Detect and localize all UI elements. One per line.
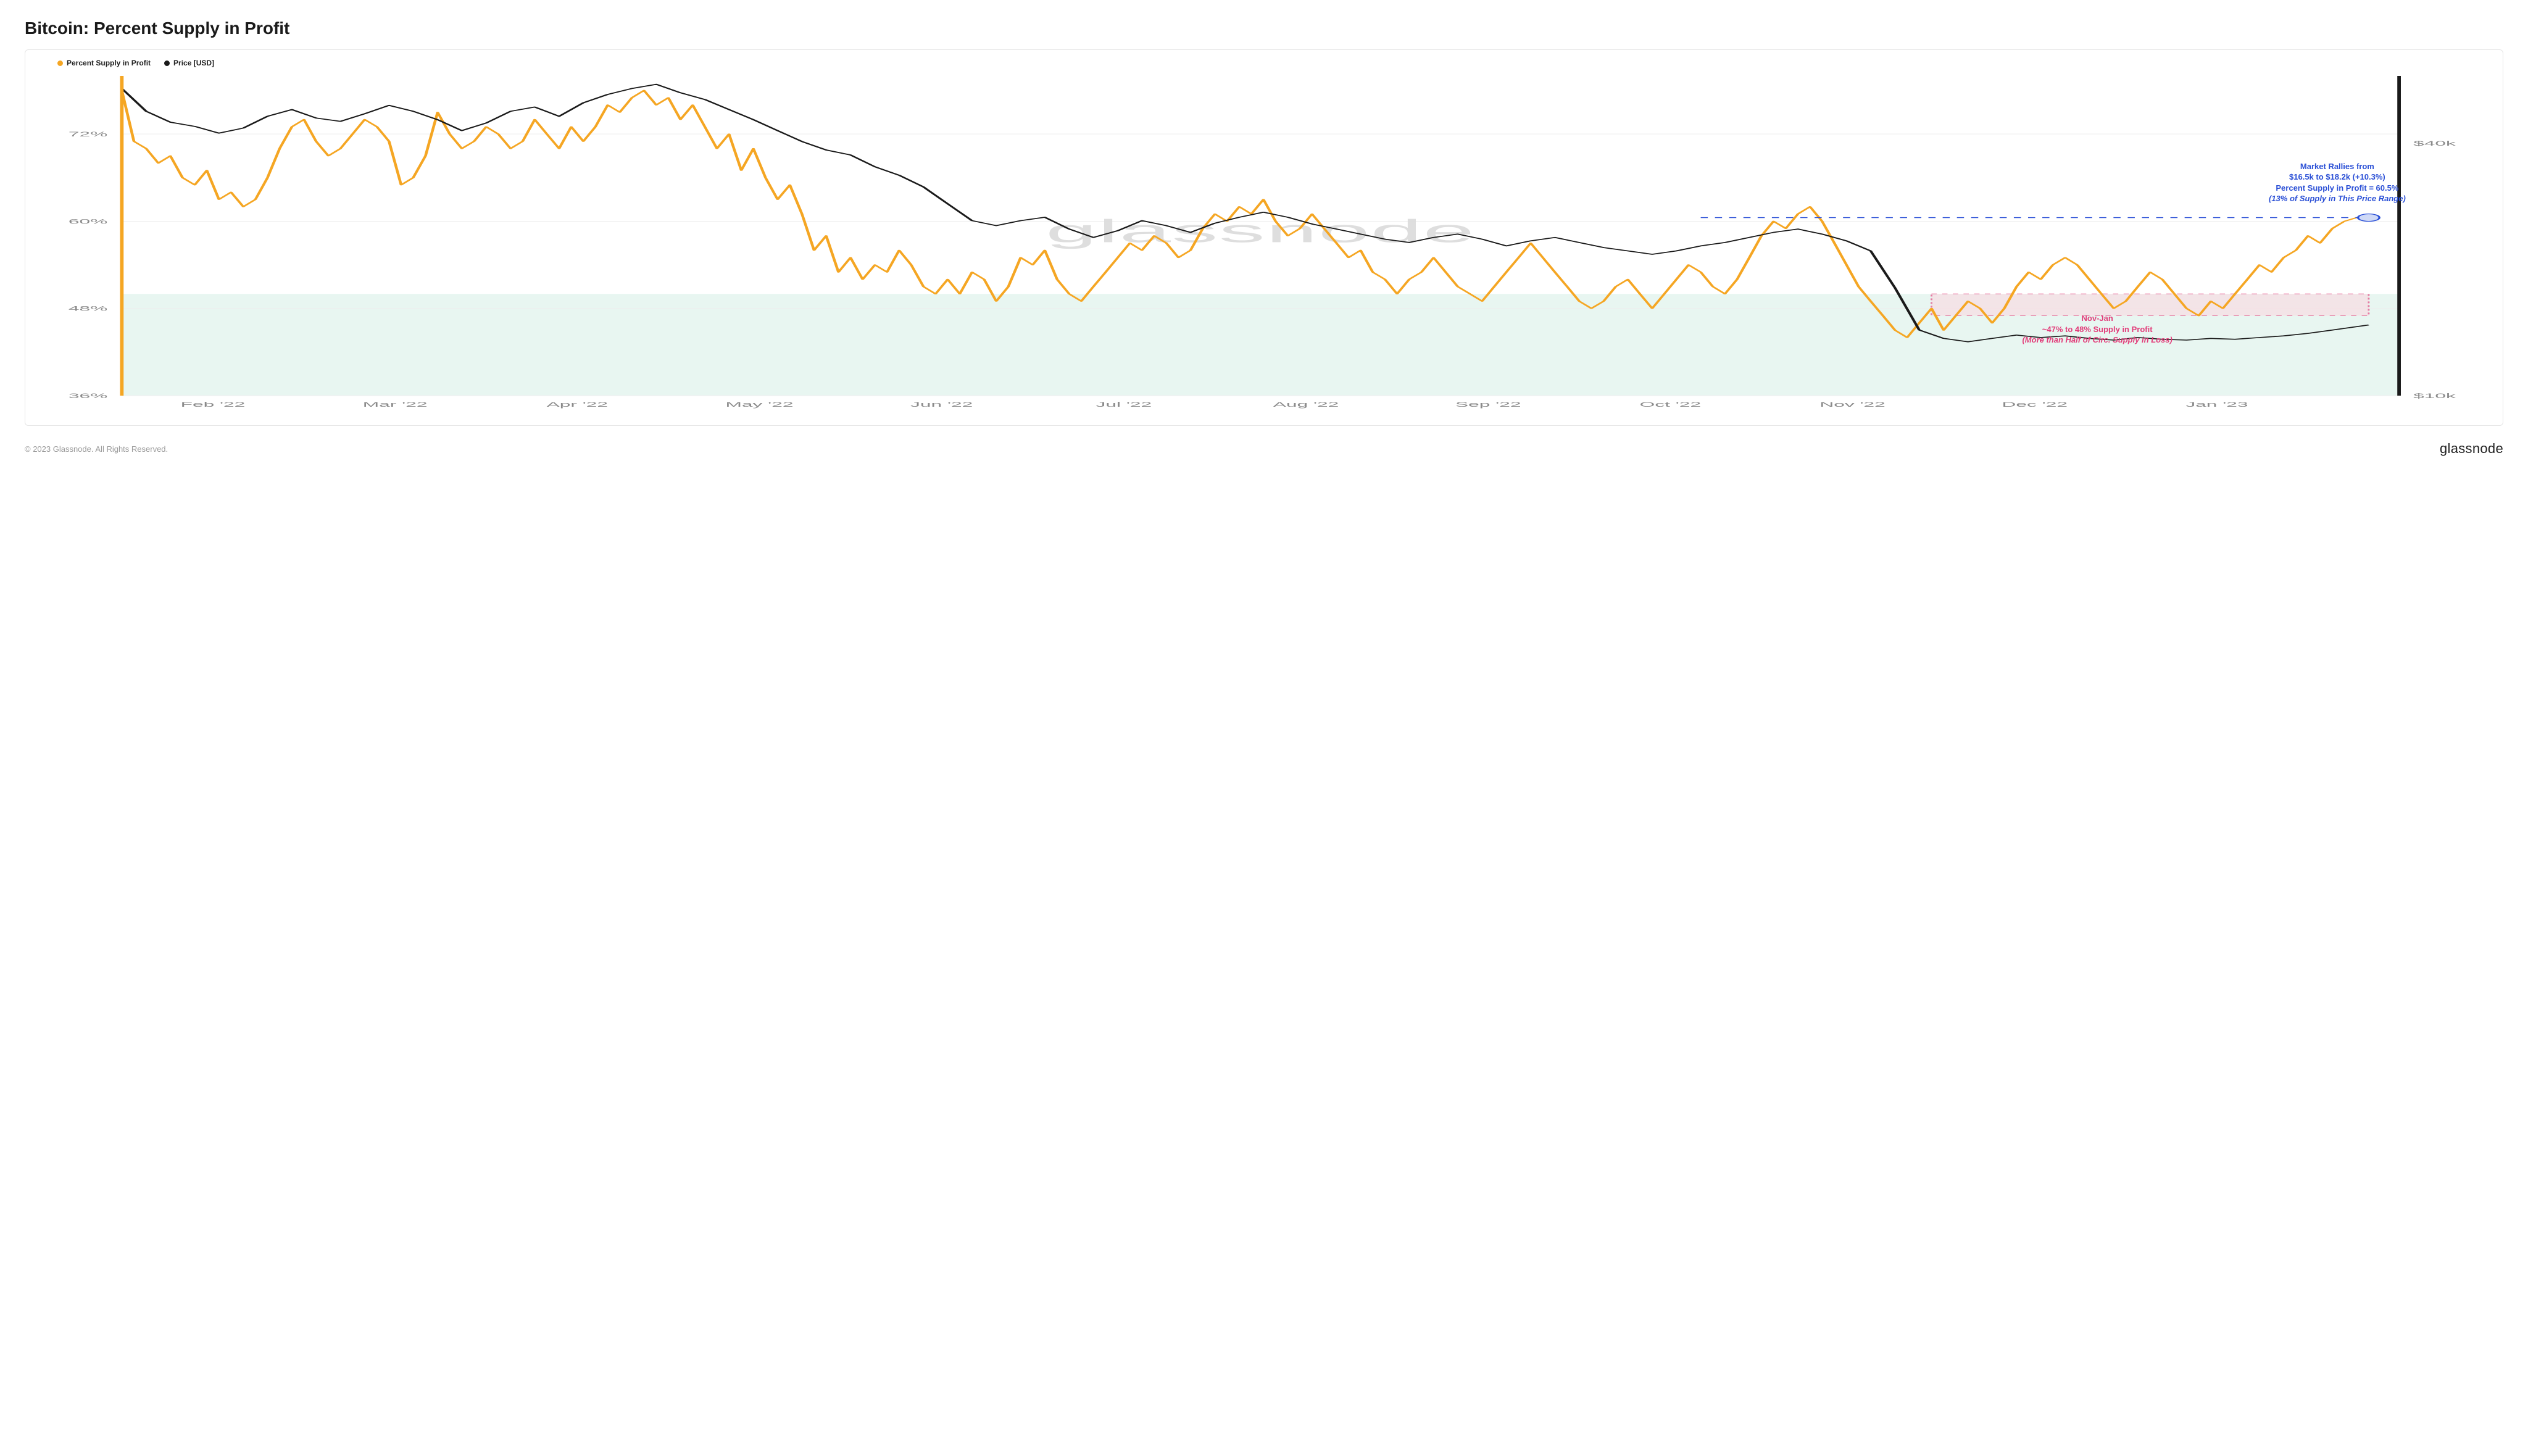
legend: Percent Supply in Profit Price [USD]: [36, 59, 2492, 67]
svg-text:$10k: $10k: [2413, 393, 2456, 400]
copyright-text: © 2023 Glassnode. All Rights Reserved.: [25, 444, 168, 454]
footer: © 2023 Glassnode. All Rights Reserved. g…: [25, 441, 2503, 457]
svg-text:Nov '22: Nov '22: [1819, 401, 1885, 409]
svg-text:Feb '22: Feb '22: [181, 401, 246, 409]
svg-text:72%: 72%: [69, 131, 107, 138]
legend-item-price: Price [USD]: [164, 59, 214, 67]
legend-item-supply: Percent Supply in Profit: [57, 59, 151, 67]
legend-dot-supply: [57, 60, 63, 66]
svg-text:Oct '22: Oct '22: [1640, 401, 1701, 409]
svg-text:glassnode: glassnode: [1046, 213, 1475, 249]
svg-text:$40k: $40k: [2413, 140, 2456, 148]
svg-text:Dec '22: Dec '22: [2002, 401, 2068, 409]
svg-text:Mar '22: Mar '22: [363, 401, 428, 409]
svg-text:Apr '22: Apr '22: [547, 401, 608, 409]
svg-text:60%: 60%: [69, 218, 107, 225]
svg-text:48%: 48%: [69, 305, 107, 312]
svg-text:Jun '22: Jun '22: [910, 401, 973, 409]
svg-text:May '22: May '22: [726, 401, 794, 409]
chart-title: Bitcoin: Percent Supply in Profit: [25, 19, 2503, 38]
chart-svg: glassnode 36% 48% 60% 72% $10k $40k Feb '22 Mar …: [36, 71, 2492, 417]
svg-text:Aug '22: Aug '22: [1273, 401, 1339, 409]
legend-label-price: Price [USD]: [173, 59, 214, 67]
legend-dot-price: [164, 60, 170, 66]
brand-logo: glassnode: [2440, 441, 2503, 457]
svg-text:Sep '22: Sep '22: [1455, 401, 1521, 409]
plot-area: glassnode 36% 48% 60% 72% $10k $40k Feb '22 Mar …: [36, 71, 2492, 417]
svg-text:Jan '23: Jan '23: [2185, 401, 2248, 409]
chart-card: Percent Supply in Profit Price [USD] gla…: [25, 49, 2503, 426]
svg-text:Jul '22: Jul '22: [1096, 401, 1152, 409]
svg-text:36%: 36%: [69, 393, 107, 400]
legend-label-supply: Percent Supply in Profit: [67, 59, 151, 67]
